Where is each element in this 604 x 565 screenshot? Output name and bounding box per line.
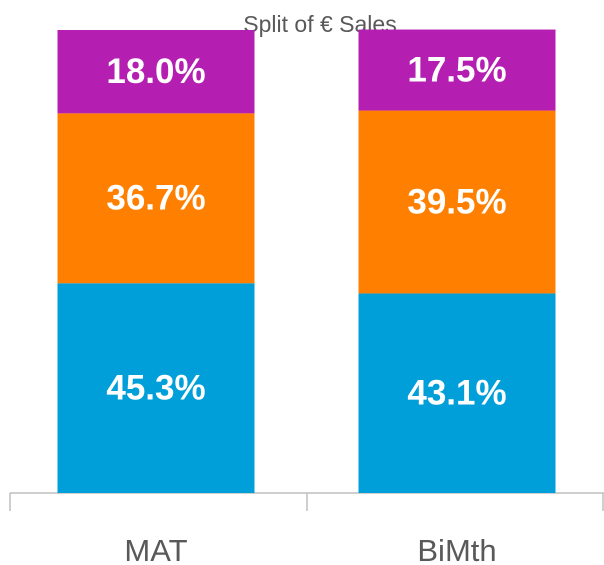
value-label: 45.3% <box>106 368 205 407</box>
bar-segment <box>358 293 556 493</box>
bar-segment <box>57 113 255 284</box>
x-tick-label: BiMth <box>417 533 496 565</box>
value-label: 39.5% <box>407 182 506 221</box>
value-label: 17.5% <box>407 50 506 89</box>
bar-segment <box>57 30 255 114</box>
value-label: 18.0% <box>106 52 205 91</box>
bar-segment <box>57 283 255 493</box>
bar-segment <box>358 29 556 111</box>
bar-segment <box>358 110 556 294</box>
value-label: 43.1% <box>407 373 506 412</box>
x-tick-label: MAT <box>124 533 187 565</box>
value-label: 36.7% <box>106 179 205 218</box>
